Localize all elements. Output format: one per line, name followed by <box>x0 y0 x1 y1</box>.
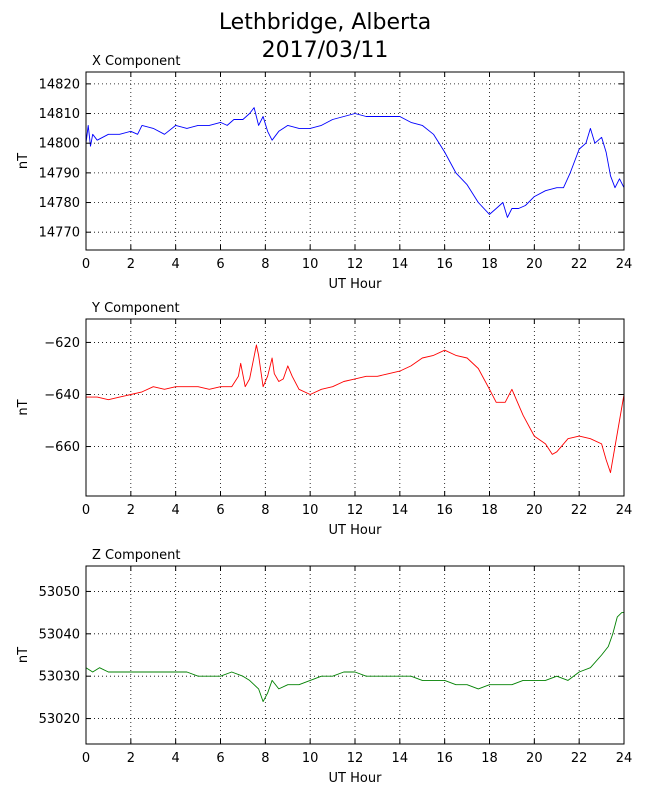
x-x-tick-label: 12 <box>347 257 364 272</box>
x-y-tick-label: 14810 <box>39 107 80 122</box>
y-x-tick-label: 14 <box>392 503 409 518</box>
z-x-tick-label: 24 <box>616 751 633 766</box>
z-x-tick-label: 6 <box>216 751 224 766</box>
y-x-tick-label: 2 <box>127 503 135 518</box>
y-x-tick-label: 10 <box>302 503 319 518</box>
z-x-tick-label: 8 <box>261 751 269 766</box>
z-x-tick-label: 12 <box>347 751 364 766</box>
y-x-tick-label: 16 <box>436 503 453 518</box>
x-component-panel: 0 2 4 6 8 10 12 14 16 18 20 22 241477014780147901480… <box>16 54 632 292</box>
z-y-tick-label: 53050 <box>39 585 80 600</box>
y-x-tick-label: 20 <box>526 503 543 518</box>
x-x-tick-label: 8 <box>261 257 269 272</box>
z-y-tick-label: 53030 <box>39 670 80 685</box>
z-component-series-line <box>85 612 624 703</box>
x-x-tick-label: 2 <box>127 257 135 272</box>
z-x-tick-label: 18 <box>481 751 498 766</box>
y-y-tick-label: −640 <box>44 388 80 403</box>
y-y-tick-label: −620 <box>44 336 80 351</box>
x-x-tick-label: 24 <box>616 257 633 272</box>
z-y-axis-label: nT <box>16 647 31 663</box>
x-y-tick-label: 14790 <box>39 166 80 181</box>
y-x-tick-label: 8 <box>261 503 269 518</box>
figure-title-date: 2017/03/11 <box>261 38 389 63</box>
x-y-tick-label: 14770 <box>39 226 80 241</box>
y-x-tick-label: 4 <box>172 503 180 518</box>
z-x-tick-label: 4 <box>172 751 180 766</box>
x-y-tick-label: 14820 <box>39 77 80 92</box>
z-x-tick-label: 20 <box>526 751 543 766</box>
x-x-tick-label: 6 <box>216 257 224 272</box>
figure-title-location: Lethbridge, Alberta <box>218 10 432 35</box>
z-x-tick-label: 22 <box>571 751 588 766</box>
x-x-tick-label: 4 <box>172 257 180 272</box>
z-component-panel: 0 2 4 6 8 10 12 14 16 18 20 22 245302053030530405305… <box>16 548 632 786</box>
y-component-series-line <box>86 344 625 474</box>
x-component-title: X Component <box>92 54 181 69</box>
y-x-tick-label: 12 <box>347 503 364 518</box>
y-x-tick-label: 6 <box>216 503 224 518</box>
x-x-tick-label: 20 <box>526 257 543 272</box>
x-x-tick-label: 10 <box>302 257 319 272</box>
z-x-tick-label: 2 <box>127 751 135 766</box>
z-x-axis-label: UT Hour <box>329 771 383 786</box>
y-y-tick-label: −660 <box>44 440 80 455</box>
x-x-tick-label: 14 <box>392 257 409 272</box>
y-y-axis-label: nT <box>16 399 31 415</box>
z-x-tick-label: 14 <box>392 751 409 766</box>
y-x-tick-label: 18 <box>481 503 498 518</box>
y-x-axis-label: UT Hour <box>329 523 383 538</box>
x-x-tick-label: 16 <box>436 257 453 272</box>
z-y-tick-label: 53020 <box>39 712 80 727</box>
x-x-tick-label: 22 <box>571 257 588 272</box>
x-x-tick-label: 18 <box>481 257 498 272</box>
z-x-tick-label: 10 <box>302 751 319 766</box>
x-y-axis-label: nT <box>16 153 31 169</box>
y-x-tick-label: 24 <box>616 503 633 518</box>
y-x-tick-label: 22 <box>571 503 588 518</box>
z-component-title: Z Component <box>92 548 181 563</box>
x-x-tick-label: 0 <box>82 257 90 272</box>
x-y-tick-label: 14800 <box>39 137 80 152</box>
x-component-series-line <box>85 107 625 218</box>
z-x-tick-label: 0 <box>82 751 90 766</box>
y-component-title: Y Component <box>91 301 180 316</box>
y-x-tick-label: 0 <box>82 503 90 518</box>
z-x-tick-label: 16 <box>436 751 453 766</box>
z-y-tick-label: 53040 <box>39 627 80 642</box>
x-x-axis-label: UT Hour <box>329 277 383 292</box>
x-y-tick-label: 14780 <box>39 196 80 211</box>
